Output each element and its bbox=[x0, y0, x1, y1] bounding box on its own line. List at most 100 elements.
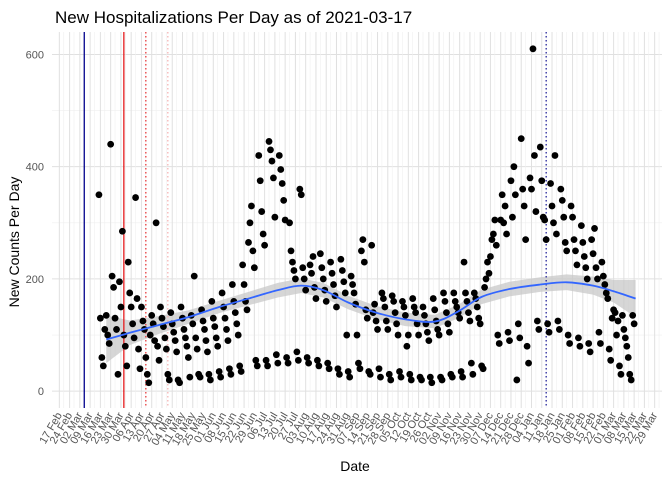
data-point bbox=[280, 196, 288, 204]
data-point bbox=[111, 314, 119, 322]
data-point bbox=[488, 236, 496, 244]
data-point bbox=[356, 365, 364, 373]
data-point bbox=[95, 191, 103, 199]
data-point bbox=[557, 185, 565, 193]
data-point bbox=[465, 309, 472, 316]
data-point bbox=[548, 202, 556, 210]
data-point bbox=[99, 362, 107, 370]
data-point bbox=[259, 230, 267, 238]
data-point bbox=[337, 255, 345, 263]
data-point bbox=[189, 320, 197, 328]
data-point bbox=[385, 370, 393, 378]
data-point bbox=[629, 312, 637, 319]
data-point bbox=[193, 345, 201, 353]
data-point bbox=[555, 326, 563, 333]
data-point bbox=[267, 146, 274, 154]
data-point bbox=[406, 370, 414, 378]
data-point bbox=[157, 303, 164, 311]
data-point bbox=[426, 373, 434, 381]
data-point bbox=[113, 326, 120, 333]
y-tick-label: 0 bbox=[38, 386, 44, 398]
data-point bbox=[132, 194, 139, 201]
data-point bbox=[384, 326, 392, 333]
data-point bbox=[582, 264, 590, 272]
data-point bbox=[453, 303, 461, 311]
data-point bbox=[627, 376, 635, 384]
data-point bbox=[177, 303, 185, 311]
data-point bbox=[182, 334, 189, 342]
data-point bbox=[184, 354, 192, 361]
data-point bbox=[148, 312, 156, 319]
data-point bbox=[467, 359, 475, 367]
data-point bbox=[550, 219, 557, 227]
confidence-band-layer bbox=[106, 274, 636, 364]
data-point bbox=[262, 356, 270, 364]
data-point bbox=[343, 331, 351, 339]
data-point bbox=[102, 312, 110, 319]
data-point bbox=[381, 303, 389, 311]
data-point bbox=[514, 320, 522, 328]
data-point bbox=[399, 297, 406, 305]
data-point bbox=[519, 185, 527, 193]
y-tick-label: 600 bbox=[26, 49, 44, 61]
data-point bbox=[176, 379, 183, 387]
data-point bbox=[124, 258, 132, 266]
data-point bbox=[604, 295, 612, 302]
data-point bbox=[589, 250, 597, 258]
data-point bbox=[492, 241, 500, 249]
data-point bbox=[209, 314, 217, 322]
data-point bbox=[494, 331, 502, 339]
data-point bbox=[489, 230, 497, 238]
data-point bbox=[152, 219, 160, 227]
data-point bbox=[595, 328, 603, 336]
y-tick-label: 400 bbox=[26, 162, 44, 174]
data-point bbox=[573, 261, 581, 269]
data-point bbox=[473, 303, 481, 311]
data-point bbox=[482, 275, 490, 283]
data-point bbox=[170, 328, 178, 336]
data-point bbox=[484, 258, 491, 266]
data-point bbox=[123, 362, 131, 370]
data-point bbox=[547, 180, 554, 187]
data-point bbox=[594, 275, 601, 283]
data-point bbox=[165, 376, 173, 384]
data-point bbox=[500, 219, 508, 227]
data-point bbox=[231, 309, 239, 316]
data-point bbox=[431, 306, 439, 314]
data-point bbox=[469, 370, 477, 378]
data-point bbox=[605, 345, 613, 353]
data-points bbox=[95, 45, 638, 387]
data-point bbox=[286, 219, 293, 227]
data-point bbox=[283, 354, 291, 361]
data-point bbox=[445, 328, 453, 336]
data-point bbox=[368, 241, 376, 249]
data-point bbox=[218, 289, 226, 297]
data-point bbox=[541, 216, 549, 224]
data-point bbox=[322, 297, 330, 305]
data-point bbox=[223, 326, 230, 333]
data-point bbox=[435, 331, 443, 339]
data-point bbox=[314, 356, 321, 364]
data-point bbox=[377, 373, 384, 381]
data-point bbox=[236, 362, 244, 370]
data-point bbox=[498, 191, 506, 199]
data-point bbox=[107, 140, 115, 148]
data-point bbox=[591, 225, 598, 232]
data-point bbox=[355, 359, 362, 367]
data-point bbox=[146, 331, 154, 339]
data-point bbox=[507, 177, 515, 185]
data-point bbox=[528, 185, 535, 193]
data-point bbox=[401, 312, 409, 319]
data-point bbox=[585, 340, 593, 347]
data-point bbox=[206, 376, 214, 384]
data-point bbox=[379, 295, 387, 302]
data-point bbox=[309, 253, 317, 260]
data-point bbox=[614, 317, 622, 325]
data-point bbox=[525, 359, 532, 367]
data-point bbox=[463, 297, 471, 305]
data-point bbox=[457, 368, 465, 375]
data-point bbox=[338, 267, 346, 274]
grid bbox=[52, 32, 662, 408]
data-point bbox=[114, 370, 122, 378]
data-point bbox=[623, 342, 631, 350]
